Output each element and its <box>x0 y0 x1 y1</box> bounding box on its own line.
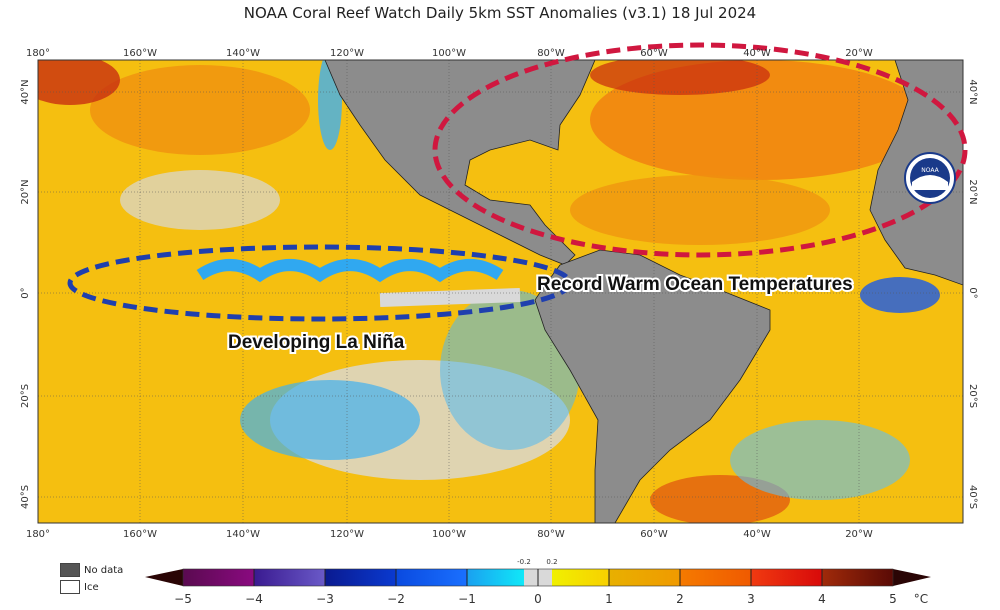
legend-ice: Ice <box>60 580 99 594</box>
svg-text:4: 4 <box>818 592 826 606</box>
legend-no-data: No data <box>60 563 123 577</box>
svg-text:1: 1 <box>605 592 613 606</box>
svg-text:20°W: 20°W <box>845 529 873 540</box>
longitude-labels-bottom: 180° 160°W 140°W 120°W 100°W 80°W 60°W 40°W 20°W <box>26 529 873 540</box>
svg-text:40°S: 40°S <box>20 485 31 509</box>
svg-text:20°S: 20°S <box>20 384 31 408</box>
svg-text:°C: °C <box>914 592 928 606</box>
svg-text:80°W: 80°W <box>537 529 565 540</box>
warm-patch <box>590 60 770 95</box>
svg-text:40°W: 40°W <box>743 48 771 59</box>
svg-text:140°W: 140°W <box>226 48 260 59</box>
noaa-logo: NOAA <box>904 152 956 204</box>
tropical-instability-waves <box>196 259 504 283</box>
warm-region-ellipse <box>432 42 968 258</box>
svg-text:2: 2 <box>676 592 684 606</box>
warm-patch <box>90 65 310 155</box>
svg-text:0°: 0° <box>967 287 978 298</box>
cool-patch <box>730 420 910 500</box>
svg-text:60°W: 60°W <box>640 48 668 59</box>
latitude-labels-left: 40°N 20°N 0° 20°S 40°S <box>20 79 31 509</box>
colorbar: −5 −4 −3 −2 −1 0 1 2 3 4 5 °C -0.2 0.2 <box>145 558 931 606</box>
svg-text:40°S: 40°S <box>967 485 978 509</box>
svg-text:180°: 180° <box>26 529 50 540</box>
map-frame <box>37 59 964 524</box>
svg-text:40°W: 40°W <box>743 529 771 540</box>
svg-text:180°: 180° <box>26 48 50 59</box>
ice-swatch <box>60 580 80 594</box>
land-south-america <box>534 249 771 523</box>
longitude-labels-top: 180° 160°W 140°W 120°W 100°W 80°W 60°W 40°W 20°W <box>26 48 873 59</box>
neutral-patch <box>120 170 280 230</box>
svg-text:160°W: 160°W <box>123 48 157 59</box>
latitude-labels-right: 40°N 20°N 0° 20°S 40°S <box>967 79 978 509</box>
svg-text:3: 3 <box>747 592 755 606</box>
svg-text:−2: −2 <box>387 592 405 606</box>
svg-text:40°N: 40°N <box>20 79 31 104</box>
svg-text:-0.2: -0.2 <box>517 558 531 566</box>
no-data-swatch <box>60 563 80 577</box>
label-la-nina: Developing La Niña <box>228 332 405 353</box>
svg-text:160°W: 160°W <box>123 529 157 540</box>
svg-text:80°W: 80°W <box>537 48 565 59</box>
svg-text:120°W: 120°W <box>330 529 364 540</box>
map-title: NOAA Coral Reef Watch Daily 5km SST Anom… <box>243 4 757 22</box>
svg-text:NOAA: NOAA <box>921 167 939 174</box>
svg-text:120°W: 120°W <box>330 48 364 59</box>
map-area <box>38 60 963 523</box>
svg-text:−1: −1 <box>458 592 476 606</box>
gridlines <box>38 60 963 523</box>
svg-text:100°W: 100°W <box>432 529 466 540</box>
svg-text:0.2: 0.2 <box>546 558 557 566</box>
svg-text:−4: −4 <box>245 592 263 606</box>
svg-text:−3: −3 <box>316 592 334 606</box>
svg-text:0: 0 <box>534 592 542 606</box>
label-record-warm: Record Warm Ocean Temperatures <box>537 274 853 295</box>
warm-patch <box>38 60 120 105</box>
svg-text:−5: −5 <box>174 592 192 606</box>
svg-text:5: 5 <box>889 592 897 606</box>
svg-text:40°N: 40°N <box>967 79 978 104</box>
svg-text:60°W: 60°W <box>640 529 668 540</box>
cool-patch <box>240 380 420 460</box>
svg-text:20°N: 20°N <box>20 179 31 204</box>
land-north-america <box>324 60 596 266</box>
la-nina-ellipse <box>67 244 573 322</box>
svg-text:20°S: 20°S <box>967 384 978 408</box>
svg-text:20°N: 20°N <box>967 179 978 204</box>
svg-text:140°W: 140°W <box>226 529 260 540</box>
neutral-band <box>379 288 521 307</box>
cool-patch <box>860 277 940 313</box>
svg-text:0°: 0° <box>20 287 31 298</box>
svg-text:20°W: 20°W <box>845 48 873 59</box>
svg-text:100°W: 100°W <box>432 48 466 59</box>
warm-patch <box>570 175 830 245</box>
